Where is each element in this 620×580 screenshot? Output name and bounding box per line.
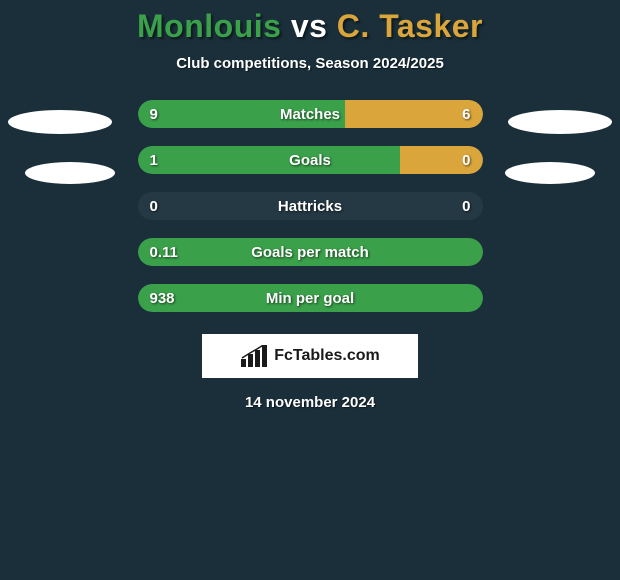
brand-text: FcTables.com	[274, 347, 380, 365]
comparison-infographic: Monlouis vs C. Tasker Club competitions,…	[0, 0, 620, 411]
bar-chart-icon	[240, 345, 268, 367]
stat-value-right: 0	[462, 192, 470, 220]
player1-name: Monlouis	[137, 8, 281, 44]
stats-area: 9Matches61Goals00Hattricks00.11Goals per…	[0, 100, 620, 312]
stat-row-matches: 9Matches6	[138, 100, 483, 128]
stat-bars: 9Matches61Goals00Hattricks00.11Goals per…	[138, 100, 483, 312]
stat-label: Hattricks	[138, 192, 483, 220]
player1-avatar-1	[25, 162, 115, 184]
subtitle: Club competitions, Season 2024/2025	[176, 55, 444, 72]
stat-row-goals-per-match: 0.11Goals per match	[138, 238, 483, 266]
stat-label: Goals	[138, 146, 483, 174]
title-vs: vs	[291, 8, 328, 44]
page-title: Monlouis vs C. Tasker	[137, 8, 483, 45]
player1-avatar-0	[8, 110, 112, 134]
brand-logo: FcTables.com	[202, 334, 418, 378]
stat-row-min-per-goal: 938Min per goal	[138, 284, 483, 312]
date-label: 14 november 2024	[245, 394, 375, 411]
player2-name: C. Tasker	[337, 8, 483, 44]
stat-label: Goals per match	[138, 238, 483, 266]
stat-label: Matches	[138, 100, 483, 128]
player2-avatar-1	[505, 162, 595, 184]
stat-row-goals: 1Goals0	[138, 146, 483, 174]
stat-value-right: 6	[462, 100, 470, 128]
stat-value-right: 0	[462, 146, 470, 174]
stat-row-hattricks: 0Hattricks0	[138, 192, 483, 220]
player2-avatar-0	[508, 110, 612, 134]
stat-label: Min per goal	[138, 284, 483, 312]
